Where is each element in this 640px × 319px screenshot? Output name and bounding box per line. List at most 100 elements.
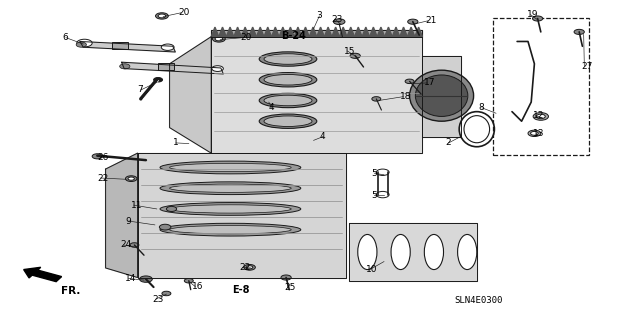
Polygon shape — [362, 27, 370, 37]
Bar — [493, 18, 589, 155]
Polygon shape — [317, 27, 324, 37]
Circle shape — [536, 114, 545, 119]
Polygon shape — [234, 27, 241, 37]
FancyArrow shape — [24, 267, 61, 282]
Circle shape — [532, 16, 543, 21]
Text: 3: 3 — [316, 11, 322, 20]
Circle shape — [161, 44, 174, 50]
Polygon shape — [377, 27, 385, 37]
Polygon shape — [294, 27, 301, 37]
Text: 23: 23 — [332, 15, 343, 24]
Circle shape — [246, 266, 253, 269]
Polygon shape — [170, 37, 211, 153]
Circle shape — [77, 39, 92, 47]
Text: FR.: FR. — [61, 286, 80, 296]
Text: 12: 12 — [532, 111, 544, 120]
Ellipse shape — [410, 70, 474, 121]
Circle shape — [531, 131, 538, 135]
Ellipse shape — [358, 234, 377, 270]
Text: 5: 5 — [371, 191, 377, 200]
Text: 18: 18 — [400, 92, 412, 101]
Text: 15: 15 — [344, 47, 356, 56]
Polygon shape — [407, 27, 415, 37]
Polygon shape — [370, 27, 377, 37]
Text: 9: 9 — [125, 217, 131, 226]
Circle shape — [350, 53, 360, 58]
Circle shape — [333, 19, 345, 25]
Text: B-24: B-24 — [282, 31, 307, 41]
Polygon shape — [257, 27, 264, 37]
Polygon shape — [400, 27, 407, 37]
Circle shape — [244, 264, 255, 270]
Circle shape — [376, 191, 389, 198]
Circle shape — [281, 275, 291, 280]
Ellipse shape — [264, 95, 312, 106]
Circle shape — [162, 291, 171, 296]
Ellipse shape — [170, 226, 291, 234]
Ellipse shape — [259, 52, 317, 66]
Polygon shape — [324, 27, 332, 37]
Polygon shape — [249, 27, 257, 37]
Text: 10: 10 — [366, 265, 378, 274]
Circle shape — [92, 154, 102, 159]
Text: 27: 27 — [581, 62, 593, 71]
Text: 20: 20 — [178, 8, 189, 17]
Polygon shape — [349, 223, 477, 281]
Text: SLN4E0300: SLN4E0300 — [454, 296, 503, 305]
Circle shape — [125, 176, 137, 182]
Polygon shape — [287, 27, 294, 37]
Text: 26: 26 — [97, 153, 109, 162]
Ellipse shape — [264, 116, 312, 126]
Text: 14: 14 — [125, 274, 137, 283]
Polygon shape — [211, 30, 422, 37]
Ellipse shape — [264, 54, 312, 64]
Text: 19: 19 — [527, 10, 539, 19]
Polygon shape — [138, 153, 346, 278]
Ellipse shape — [259, 73, 317, 87]
Polygon shape — [309, 27, 317, 37]
Circle shape — [159, 224, 171, 230]
Circle shape — [533, 113, 548, 120]
Text: 1: 1 — [173, 138, 179, 147]
Ellipse shape — [464, 116, 490, 143]
Ellipse shape — [160, 182, 301, 195]
Polygon shape — [211, 27, 219, 37]
Bar — [158, 63, 174, 70]
Circle shape — [528, 130, 541, 137]
Circle shape — [376, 169, 389, 175]
Polygon shape — [122, 62, 223, 74]
Polygon shape — [106, 153, 138, 278]
Circle shape — [76, 42, 86, 47]
Ellipse shape — [170, 205, 291, 213]
Polygon shape — [241, 27, 249, 37]
Polygon shape — [219, 27, 227, 37]
Polygon shape — [264, 27, 271, 37]
Ellipse shape — [458, 234, 477, 270]
Circle shape — [212, 66, 223, 71]
Text: 5: 5 — [371, 169, 377, 178]
Polygon shape — [271, 27, 279, 37]
Polygon shape — [422, 56, 461, 137]
Ellipse shape — [170, 163, 291, 172]
Circle shape — [408, 19, 418, 24]
Text: 17: 17 — [424, 78, 435, 87]
Ellipse shape — [424, 234, 444, 270]
Circle shape — [184, 278, 193, 283]
Polygon shape — [332, 27, 339, 37]
Polygon shape — [415, 27, 422, 37]
Ellipse shape — [460, 112, 495, 147]
Polygon shape — [227, 27, 234, 37]
Circle shape — [215, 37, 223, 41]
Ellipse shape — [264, 75, 312, 85]
Circle shape — [574, 29, 584, 34]
Text: E-8: E-8 — [232, 285, 250, 295]
Text: 7: 7 — [138, 85, 143, 94]
Text: 16: 16 — [192, 282, 204, 291]
Polygon shape — [392, 27, 400, 37]
Circle shape — [154, 78, 163, 82]
Polygon shape — [355, 27, 362, 37]
Ellipse shape — [160, 203, 301, 215]
Circle shape — [130, 243, 139, 247]
Ellipse shape — [259, 114, 317, 129]
Polygon shape — [301, 27, 309, 37]
